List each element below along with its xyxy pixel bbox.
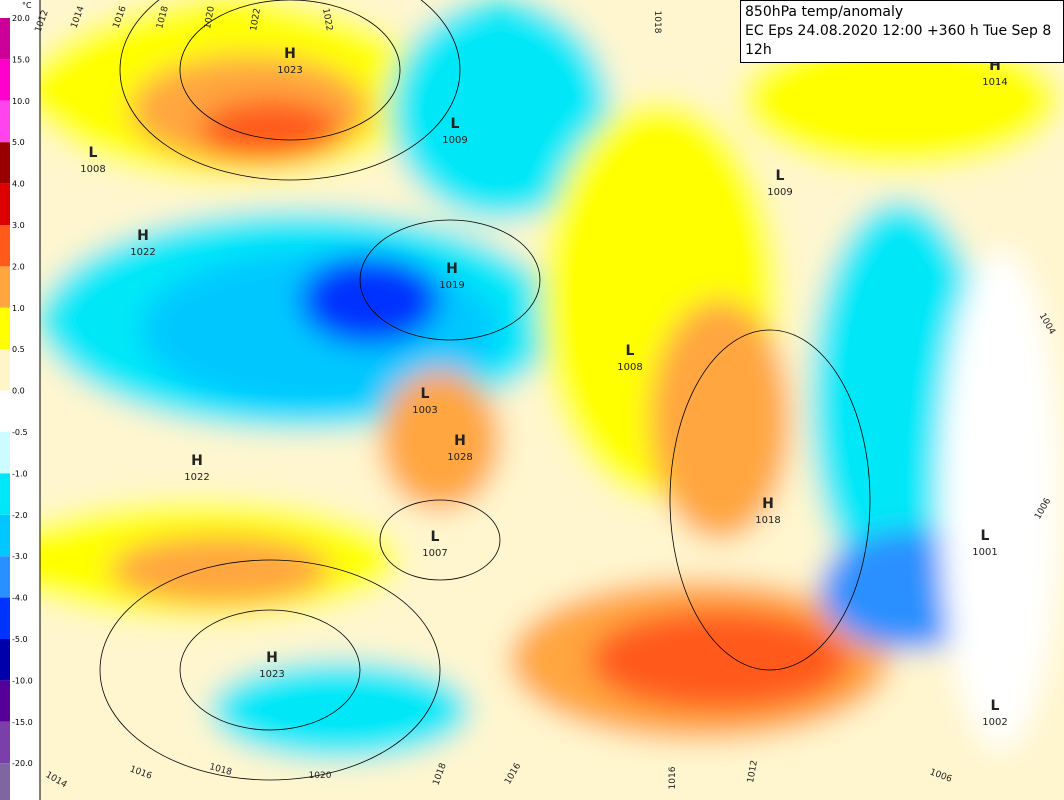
center-value: 1014 (982, 77, 1007, 88)
center-letter: H (266, 650, 278, 666)
legend-label: -3.0 (12, 552, 28, 561)
center-value: 1008 (617, 362, 642, 373)
isobar-label: 1016 (668, 766, 678, 789)
legend-swatch (0, 225, 10, 267)
legend-label: -20.0 (12, 759, 33, 768)
legend-label: -10.0 (12, 676, 33, 685)
center-value: 1019 (439, 280, 464, 291)
center-value: 1009 (767, 187, 792, 198)
legend-swatch (0, 473, 10, 515)
legend-swatch (0, 307, 10, 350)
legend-label: -0.5 (12, 428, 28, 437)
center-value: 1023 (259, 669, 284, 680)
legend-swatch (0, 639, 10, 681)
legend-label: -4.0 (12, 594, 28, 603)
legend-label: -2.0 (12, 511, 28, 520)
legend-swatch (0, 349, 10, 391)
center-letter: H (446, 261, 458, 277)
legend-swatch (0, 763, 10, 800)
center-letter: L (451, 116, 460, 132)
center-letter: H (137, 228, 149, 244)
legend-label: 0.5 (12, 345, 25, 354)
center-letter: L (89, 145, 98, 161)
legend-swatch (0, 266, 10, 308)
legend-swatch (0, 142, 10, 184)
center-letter: H (762, 496, 774, 512)
center-letter: H (284, 46, 296, 62)
legend-swatch (0, 514, 10, 557)
isobar-label: 1018 (652, 11, 662, 34)
center-value: 1022 (130, 247, 155, 258)
center-letter: H (454, 433, 466, 449)
center-value: 1001 (972, 547, 997, 558)
center-letter: L (991, 698, 1000, 714)
title-line: 850hPa temp/anomaly (745, 4, 904, 20)
legend-swatch (0, 100, 10, 143)
isobar-label: 1020 (203, 5, 217, 30)
legend-label: -15.0 (12, 718, 33, 727)
legend-swatch (0, 680, 10, 722)
center-value: 1018 (755, 515, 780, 526)
legend-swatch (0, 556, 10, 598)
center-letter: H (191, 453, 203, 469)
center-value: 1008 (80, 164, 105, 175)
center-value: 1028 (447, 452, 472, 463)
isobar-label: 1012 (746, 760, 760, 784)
legend-swatch (0, 721, 10, 764)
legend-label: 10.0 (12, 97, 30, 106)
center-value: 1002 (982, 717, 1007, 728)
center-letter: L (626, 343, 635, 359)
center-value: 1003 (412, 405, 437, 416)
title-box: 850hPa temp/anomaly EC Eps 24.08.2020 12… (740, 0, 1064, 63)
legend-swatch (0, 432, 10, 474)
center-letter: L (431, 529, 440, 545)
legend-swatch (0, 183, 10, 225)
center-value: 1007 (422, 548, 447, 559)
legend-label: 5.0 (12, 138, 25, 147)
legend-label: 15.0 (12, 55, 30, 64)
center-letter: H (989, 58, 1001, 74)
legend-label: 3.0 (12, 221, 25, 230)
legend-swatch (0, 59, 10, 101)
legend-label: 2.0 (12, 262, 25, 271)
legend-label: 0.0 (12, 387, 25, 396)
center-letter: L (776, 168, 785, 184)
isobar-label: 1022 (249, 8, 263, 32)
isobars (99, 0, 871, 781)
legend-label: -5.0 (12, 635, 28, 644)
legend-swatch (0, 597, 10, 639)
title-line: EC Eps 24.08.2020 12:00 +360 h Tue Sep 8… (745, 23, 1052, 58)
legend-label: -1.0 (12, 469, 28, 478)
center-letter: L (981, 528, 990, 544)
center-value: 1023 (277, 65, 302, 76)
isobar-label: 1022 (320, 8, 334, 32)
center-value: 1009 (442, 135, 467, 146)
legend-swatch (0, 18, 10, 60)
legend-label: 1.0 (12, 304, 25, 313)
center-letter: L (421, 386, 430, 402)
legend-label: 4.0 (12, 180, 25, 189)
legend-swatch (0, 390, 10, 432)
legend-unit: °C (22, 1, 32, 10)
legend-label: 20.0 (12, 14, 30, 23)
isobar-label: 1020 (309, 771, 332, 781)
center-value: 1022 (184, 472, 209, 483)
